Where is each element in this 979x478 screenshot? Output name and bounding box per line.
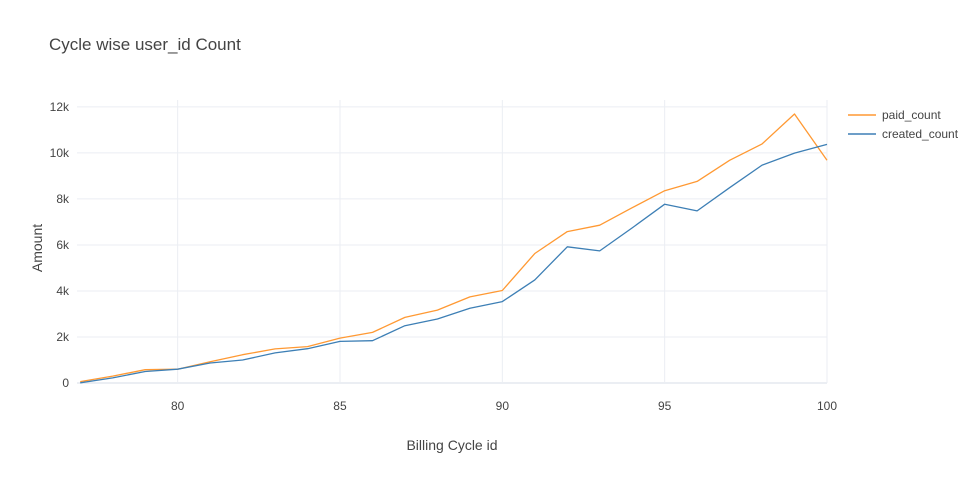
legend-item-created-count[interactable]: created_count — [848, 127, 959, 141]
series-line-paid-count[interactable] — [80, 113, 828, 383]
x-tick-label: 85 — [333, 399, 347, 413]
legend-label: created_count — [882, 127, 959, 141]
y-tick-label: 0 — [62, 376, 69, 390]
chart-title: Cycle wise user_id Count — [49, 35, 241, 54]
y-tick-label: 4k — [56, 284, 70, 298]
series-line-created-count[interactable] — [80, 143, 828, 384]
y-tick-label: 12k — [50, 100, 70, 114]
y-axis-title: Amount — [29, 224, 45, 272]
x-axis-ticks: 80 85 90 95 100 — [171, 399, 837, 413]
y-tick-label: 6k — [56, 238, 70, 252]
y-axis-ticks: 0 2k 4k 6k 8k 10k 12k — [50, 100, 70, 390]
x-tick-label: 100 — [817, 399, 837, 413]
x-tick-label: 90 — [496, 399, 510, 413]
x-axis-title: Billing Cycle id — [406, 437, 497, 453]
grid-lines — [77, 100, 828, 384]
plot-area — [80, 113, 828, 384]
y-tick-label: 2k — [56, 330, 70, 344]
legend-item-paid-count[interactable]: paid_count — [848, 108, 941, 122]
y-tick-label: 10k — [50, 146, 70, 160]
y-tick-label: 8k — [56, 192, 70, 206]
legend-label: paid_count — [882, 108, 941, 122]
x-tick-label: 80 — [171, 399, 185, 413]
x-tick-label: 95 — [658, 399, 672, 413]
legend[interactable]: paid_count created_count — [848, 108, 959, 141]
